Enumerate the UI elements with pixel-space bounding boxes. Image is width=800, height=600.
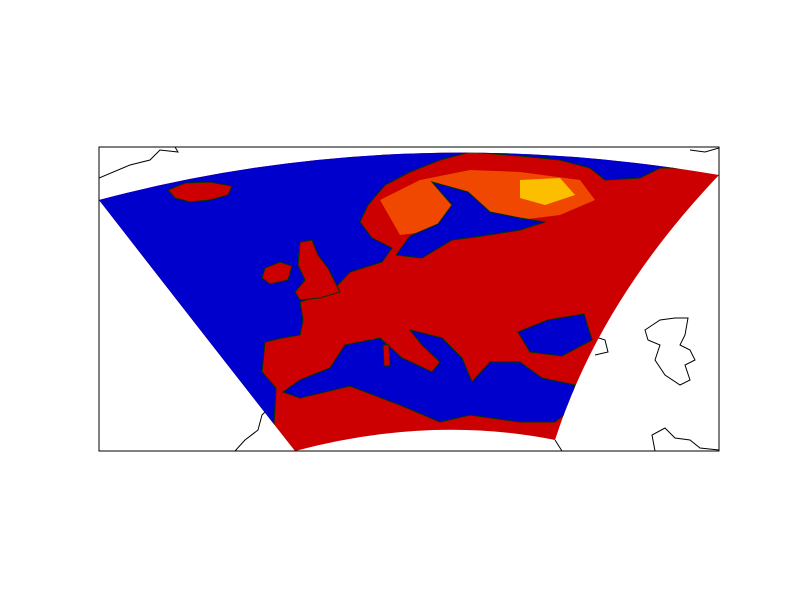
data-field: [99, 152, 719, 451]
ocean: [99, 152, 719, 451]
coastline: [644, 317, 696, 386]
sea: [517, 313, 593, 357]
island: [167, 181, 233, 203]
map-frame: [98, 146, 720, 452]
island: [261, 261, 293, 285]
island: [382, 344, 391, 367]
coastline: [99, 147, 179, 179]
coastline: [689, 147, 719, 153]
sea: [395, 181, 546, 259]
coastline: [651, 427, 719, 451]
sea: [281, 329, 576, 423]
land-detail: [520, 178, 575, 205]
coastline: [554, 439, 563, 451]
map-area: [99, 147, 719, 451]
outer-coastlines: [99, 147, 719, 451]
island: [294, 239, 341, 301]
